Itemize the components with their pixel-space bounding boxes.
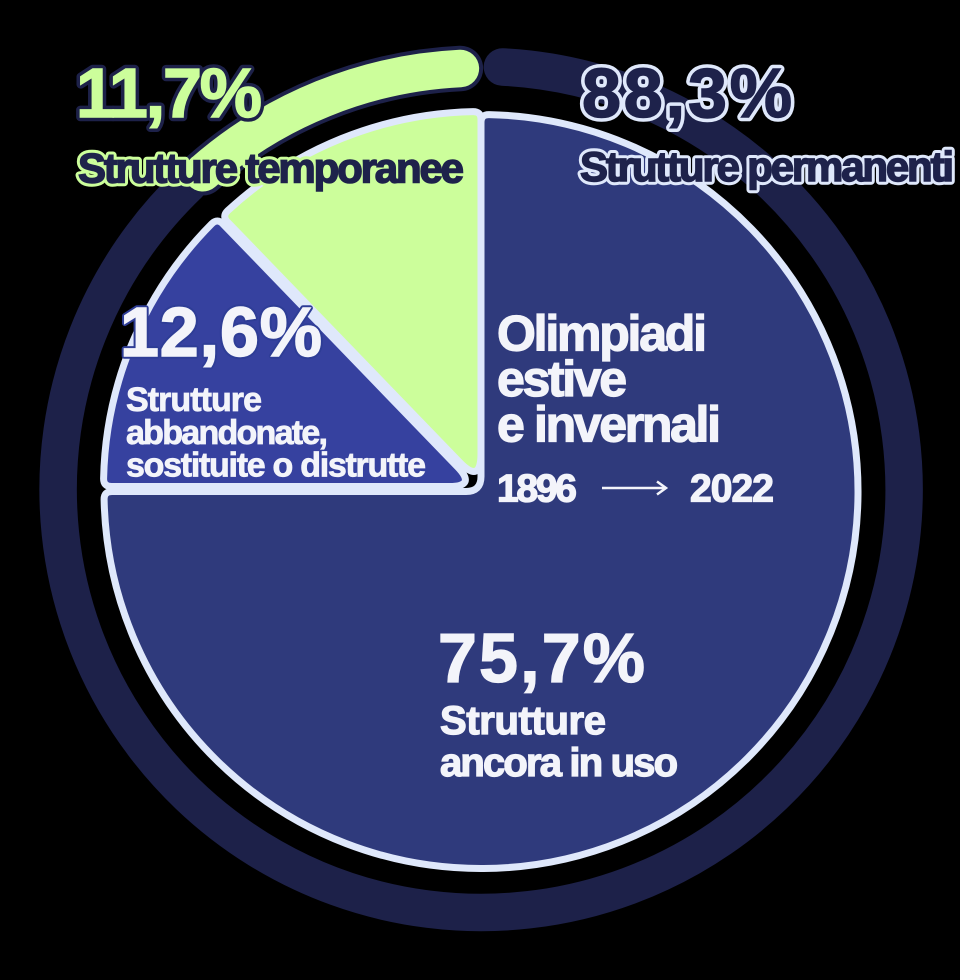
svg-text:12,6%: 12,6% (120, 293, 322, 371)
svg-text:1896: 1896 (497, 468, 577, 511)
svg-text:Strutture: Strutture (440, 699, 606, 743)
svg-text:Olimpiadi: Olimpiadi (497, 306, 707, 362)
svg-text:Strutture permanenti: Strutture permanenti (580, 143, 954, 190)
svg-text:abbandonate,: abbandonate, (126, 414, 328, 452)
svg-text:estive: estive (497, 351, 627, 407)
svg-text:88,3%: 88,3% (582, 54, 792, 132)
svg-text:2022: 2022 (690, 468, 774, 511)
svg-text:Strutture temporanee: Strutture temporanee (78, 145, 464, 192)
svg-text:e invernali: e invernali (497, 397, 721, 453)
svg-text:Strutture permanenti: Strutture permanenti (580, 143, 954, 190)
svg-text:sostituite o distrutte: sostituite o distrutte (126, 447, 426, 485)
svg-text:12,6%: 12,6% (120, 293, 322, 371)
svg-text:11,7%: 11,7% (76, 54, 262, 132)
svg-text:Strutture: Strutture (126, 381, 262, 419)
svg-text:75,7%: 75,7% (438, 619, 645, 697)
svg-text:11,7%: 11,7% (76, 54, 262, 132)
svg-text:88,3%: 88,3% (582, 54, 792, 132)
svg-text:Strutture temporanee: Strutture temporanee (78, 145, 464, 192)
svg-text:ancora in uso: ancora in uso (440, 741, 678, 785)
